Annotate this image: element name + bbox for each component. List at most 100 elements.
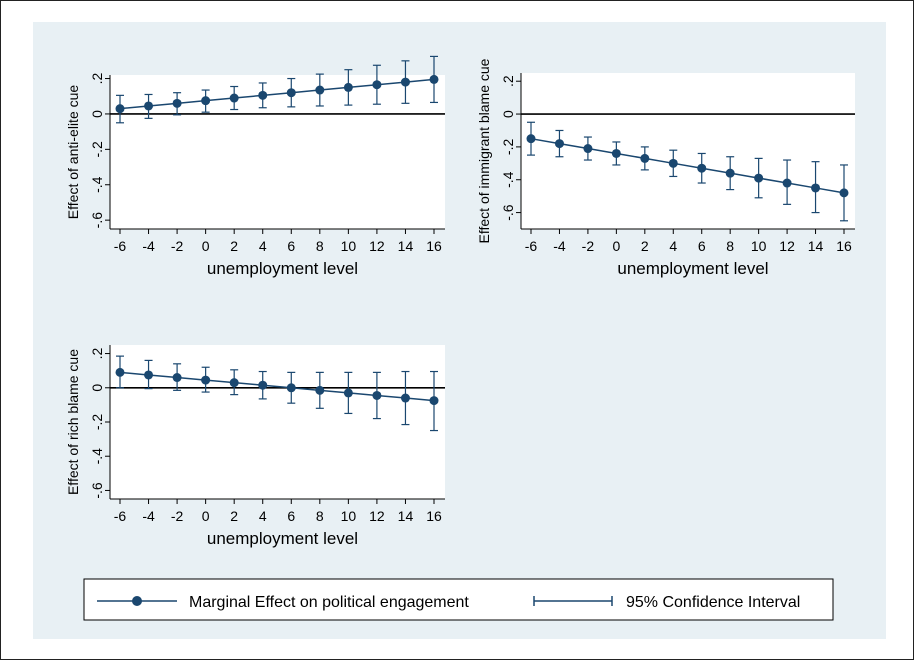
marginal-effect-point — [315, 385, 325, 395]
plot-area — [110, 345, 445, 499]
panel-rich-blame: -.6 -.4 -.2 0 .2 -6 -4 -2 0 2 4 6 8 10 12 14 16 unemploym… — [65, 345, 445, 548]
y-axis-label: Effect of immigrant blame cue — [476, 58, 492, 243]
x-tick-label: 2 — [641, 238, 649, 254]
x-tick-label: 4 — [259, 238, 267, 254]
x-tick-label: 12 — [369, 238, 385, 254]
marginal-effect-point — [526, 134, 536, 144]
x-tick-label: -6 — [114, 238, 127, 254]
marginal-effect-point — [372, 80, 382, 90]
marginal-effect-point — [400, 393, 410, 403]
x-tick-label: -4 — [142, 238, 155, 254]
y-tick-label: 0 — [89, 384, 105, 392]
marginal-effect-point — [583, 144, 593, 154]
x-axis-label: unemployment level — [207, 259, 358, 278]
y-tick-label: -.2 — [89, 141, 105, 158]
x-tick-label: -6 — [525, 238, 538, 254]
x-tick-label: -2 — [171, 238, 184, 254]
marginal-effect-point — [400, 77, 410, 87]
x-tick-label: 12 — [369, 508, 385, 524]
x-tick-label: 6 — [698, 238, 706, 254]
marginal-effect-point — [115, 104, 125, 114]
marginal-effect-point — [554, 139, 564, 149]
marginal-effect-point — [372, 390, 382, 400]
marginal-effect-point — [429, 74, 439, 84]
y-axis-label: Effect of anti-elite cue — [65, 85, 81, 220]
y-tick-label: -.2 — [500, 139, 516, 156]
x-tick-label: -2 — [582, 238, 595, 254]
legend-label-confidence-interval: 95% Confidence Interval — [626, 594, 800, 611]
plot-area — [521, 73, 855, 229]
y-tick-label: 0 — [500, 110, 516, 118]
marginal-effect-point — [725, 168, 735, 178]
marginal-effect-line — [119, 371, 435, 402]
marginal-effect-point — [229, 378, 239, 388]
x-axis-label: unemployment level — [207, 529, 358, 548]
marginal-effect-point — [286, 88, 296, 98]
marginal-effect-point — [839, 188, 849, 198]
marginal-effect-point — [115, 367, 125, 377]
x-tick-label: 6 — [287, 238, 295, 254]
x-tick-label: 4 — [259, 508, 267, 524]
legend-box — [83, 578, 834, 621]
x-tick-label: 14 — [398, 508, 414, 524]
y-tick-label: .2 — [89, 348, 105, 360]
marginal-effect-point — [229, 93, 239, 103]
marginal-effect-point — [611, 148, 621, 158]
marginal-effect-point — [258, 380, 268, 390]
x-tick-label: 0 — [202, 508, 210, 524]
y-tick-label: -.2 — [89, 414, 105, 431]
marginal-effect-point — [343, 82, 353, 92]
x-tick-label: -4 — [142, 508, 155, 524]
y-tick-label: .2 — [500, 75, 516, 87]
marginal-effect-point — [144, 370, 154, 380]
panel-anti-elite: -.6 -.4 -.2 0 .2 -6 -4 -2 0 2 4 6 8 10 12 14 16 unemploym… — [65, 55, 445, 278]
y-tick-label: 0 — [89, 110, 105, 118]
marginal-effect-point — [782, 178, 792, 188]
x-tick-label: 14 — [808, 238, 824, 254]
marginal-effect-point — [668, 158, 678, 168]
x-tick-label: 16 — [836, 238, 852, 254]
marginal-effect-point — [144, 101, 154, 111]
x-tick-label: 16 — [426, 508, 442, 524]
y-tick-label: .2 — [89, 72, 105, 84]
y-tick-label: -.4 — [500, 171, 516, 188]
x-tick-label: 10 — [341, 238, 357, 254]
marginal-effect-point — [286, 383, 296, 393]
x-tick-label: 12 — [779, 238, 795, 254]
y-tick-label: -.6 — [89, 212, 105, 229]
marginal-effect-point — [697, 163, 707, 173]
x-tick-label: -6 — [114, 508, 127, 524]
marginal-effect-point — [343, 388, 353, 398]
x-tick-label: 0 — [612, 238, 620, 254]
legend: Marginal Effect on political engagement … — [83, 578, 834, 621]
x-tick-label: 0 — [202, 238, 210, 254]
x-tick-label: 2 — [230, 508, 238, 524]
x-tick-label: 14 — [398, 238, 414, 254]
x-tick-label: -4 — [553, 238, 566, 254]
x-tick-label: 8 — [316, 238, 324, 254]
plot-area — [110, 75, 445, 229]
y-tick-label: -.4 — [89, 448, 105, 465]
x-tick-label: 8 — [726, 238, 734, 254]
marginal-effect-point — [640, 153, 650, 163]
marginal-effect-point — [201, 96, 211, 106]
x-axis-label: unemployment level — [617, 259, 768, 278]
y-tick-label: -.6 — [89, 482, 105, 499]
marginal-effect-point — [201, 375, 211, 385]
marginal-effect-point — [172, 373, 182, 383]
x-tick-label: 2 — [230, 238, 238, 254]
legend-label-marginal-effect: Marginal Effect on political engagement — [189, 594, 469, 611]
y-axis-label: Effect of rich blame cue — [65, 349, 81, 495]
x-tick-label: 10 — [751, 238, 767, 254]
marginal-effect-point — [811, 183, 821, 193]
marginal-effect-point — [172, 98, 182, 108]
x-tick-label: 10 — [341, 508, 357, 524]
marginal-effect-line — [530, 137, 845, 194]
marginal-effect-point — [754, 173, 764, 183]
x-tick-label: -2 — [171, 508, 184, 524]
marginal-effect-point — [429, 396, 439, 406]
x-tick-label: 6 — [287, 508, 295, 524]
x-tick-label: 8 — [316, 508, 324, 524]
marginal-effect-point — [258, 90, 268, 100]
y-tick-label: -.6 — [500, 204, 516, 221]
